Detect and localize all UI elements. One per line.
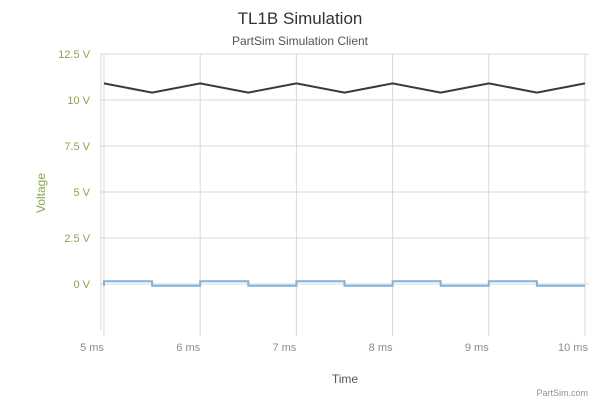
series-layer: [103, 82, 586, 287]
x-tick-label: 9 ms: [465, 342, 489, 354]
credit-link[interactable]: PartSim.com: [536, 388, 588, 398]
x-tick-label: 7 ms: [272, 342, 296, 354]
y-axis-label: Voltage: [34, 173, 48, 213]
y-tick-label: 10 V: [67, 95, 90, 107]
chart-title: TL1B Simulation: [238, 9, 363, 28]
y-tick-label: 7.5 V: [64, 141, 90, 153]
y-tick-label: 0 V: [73, 279, 90, 291]
y-tick-label: 5 V: [73, 187, 90, 199]
x-tick-label: 10 ms: [558, 342, 588, 354]
y-tick-label: 2.5 V: [64, 233, 90, 245]
grid: [100, 53, 589, 336]
x-tick-label: 6 ms: [176, 342, 200, 354]
x-tick-label: 8 ms: [369, 342, 393, 354]
y-tick-label: 12.5 V: [58, 49, 90, 61]
x-tick-label: 5 ms: [80, 342, 104, 354]
tick-layer: 0 V 2.5 V 5 V 7.5 V 10 V 12.5 V 5 ms 6 ms 7 ms 8 …: [58, 49, 588, 354]
series-line-2: [103, 280, 585, 287]
x-axis-label: Time: [332, 372, 359, 386]
series-line-1: [103, 82, 586, 94]
chart-subtitle: PartSim Simulation Client: [232, 34, 369, 48]
